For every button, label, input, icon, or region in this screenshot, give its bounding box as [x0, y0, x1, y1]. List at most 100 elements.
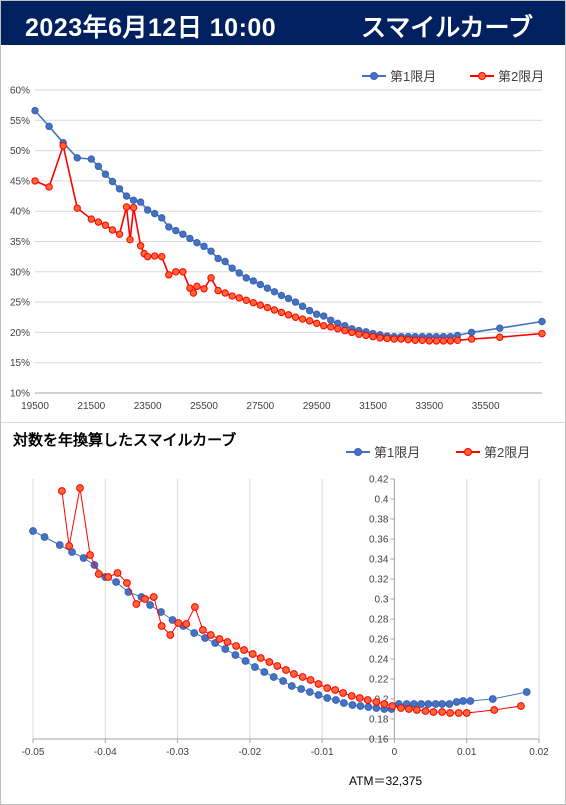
data-point-s2	[376, 334, 384, 342]
x-tick-label: 33500	[415, 401, 443, 412]
log-annualized-chart-title: 対数を年換算したスマイルカーブ	[13, 432, 237, 449]
data-point-s2	[496, 333, 504, 341]
data-point-s1	[242, 274, 250, 282]
data-point-s1	[356, 702, 365, 710]
data-point-s2	[418, 336, 426, 344]
data-point-s2	[129, 203, 138, 212]
data-point-s2	[108, 226, 117, 234]
data-point-s1	[221, 645, 230, 653]
x-tick-label: 0	[392, 747, 398, 758]
data-point-s2	[113, 569, 122, 577]
data-point-s2	[58, 487, 66, 495]
data-point-s1	[305, 306, 314, 315]
series-line-1	[34, 110, 543, 338]
data-point-s2	[198, 626, 207, 634]
data-point-s1	[158, 214, 166, 222]
data-point-s2	[232, 642, 241, 650]
data-point-s2	[462, 709, 471, 717]
data-point-s1	[496, 324, 504, 332]
data-point-s1	[277, 291, 286, 300]
data-point-s2	[179, 268, 187, 276]
data-point-s2	[372, 698, 381, 706]
data-point-s2	[186, 284, 194, 292]
data-point-s2	[404, 335, 412, 344]
data-point-s2	[538, 329, 546, 338]
data-point-s2	[235, 294, 243, 302]
data-point-s1	[151, 209, 159, 218]
data-point-s2	[411, 336, 419, 344]
data-point-s2	[189, 289, 198, 297]
data-point-s2	[291, 313, 300, 321]
data-point-s1	[190, 629, 199, 637]
y-tick-label: 40%	[10, 207, 30, 218]
data-point-s2	[256, 654, 265, 662]
data-point-s2	[59, 142, 67, 150]
data-point-s2	[432, 337, 441, 345]
data-point-s2	[45, 183, 53, 191]
data-point-s2	[166, 631, 175, 639]
data-point-s2	[157, 622, 166, 630]
data-point-s1	[348, 701, 357, 709]
data-point-s2	[115, 230, 124, 238]
data-point-s2	[151, 252, 159, 260]
data-point-s1	[424, 700, 433, 708]
data-point-s1	[108, 177, 117, 186]
data-point-s2	[404, 705, 413, 713]
data-point-s1	[263, 284, 272, 292]
data-point-s2	[446, 337, 455, 345]
data-point-s2	[383, 334, 391, 343]
data-point-s1	[136, 198, 145, 206]
data-point-s1	[29, 527, 37, 535]
data-point-s1	[260, 668, 269, 676]
data-point-s2	[339, 689, 348, 697]
data-point-s1	[249, 277, 257, 285]
data-point-s1	[179, 230, 187, 238]
data-point-s2	[228, 292, 236, 300]
atm-annotation: ATM＝32,375	[349, 774, 423, 788]
x-tick-label: -0.01	[311, 747, 334, 758]
x-tick-label: -0.04	[94, 747, 117, 758]
x-tick-label: -0.05	[22, 747, 45, 758]
data-point-s1	[269, 673, 278, 681]
data-point-s2	[172, 268, 180, 276]
x-tick-label: 31500	[359, 401, 387, 412]
data-point-s1	[172, 226, 180, 235]
data-point-s1	[221, 257, 229, 266]
data-point-s2	[282, 666, 290, 674]
data-point-s2	[123, 579, 131, 587]
data-point-s1	[331, 696, 340, 704]
data-point-s2	[284, 311, 293, 319]
data-point-s1	[94, 162, 103, 171]
data-point-s1	[79, 554, 88, 562]
data-point-s2	[397, 704, 405, 712]
data-point-s2	[273, 662, 282, 670]
data-point-s1	[297, 685, 306, 693]
data-point-s2	[314, 680, 323, 688]
y-tick-label: 60%	[10, 86, 30, 97]
data-point-s2	[193, 282, 201, 291]
data-point-s2	[200, 285, 208, 293]
data-point-s1	[538, 317, 546, 326]
y-tick-label: 20%	[10, 328, 30, 339]
y-tick-label: 0.16	[369, 735, 389, 746]
data-point-s2	[207, 274, 215, 282]
data-point-s2	[215, 635, 224, 643]
smile-curve-chart: 19500 21500 23500 25500 27500 29500 31500 33500…	[10, 69, 546, 412]
data-point-s1	[31, 106, 39, 115]
data-point-s2	[214, 286, 222, 295]
data-point-s2	[320, 322, 328, 330]
data-point-s2	[421, 707, 430, 715]
data-point-s2	[174, 619, 183, 627]
data-point-s2	[347, 692, 356, 700]
data-point-s1	[438, 700, 447, 708]
y-tick-label: 30%	[10, 267, 30, 278]
data-point-s1	[73, 154, 81, 162]
series-line-2	[61, 487, 521, 714]
data-point-s2	[348, 328, 356, 337]
data-point-s2	[298, 673, 307, 681]
y-tick-label: 0.2	[375, 695, 389, 706]
data-point-s2	[240, 646, 248, 654]
data-point-s2	[94, 218, 103, 226]
data-point-s2	[104, 573, 113, 581]
y-tick-label: 0.4	[375, 495, 389, 506]
